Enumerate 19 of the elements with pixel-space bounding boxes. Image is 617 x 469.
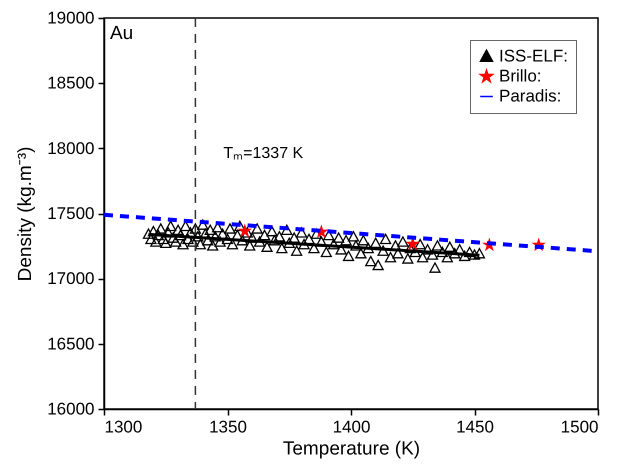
x-tick-label: 1450 [456, 418, 494, 436]
legend-label: Brillo: [499, 66, 542, 86]
y-tick-label: 18000 [47, 138, 94, 158]
y-tick-label: 17500 [47, 204, 94, 223]
y-tick-label: 17000 [47, 269, 94, 288]
x-tick-label: 1400 [332, 418, 370, 436]
y-tick-label: 16000 [47, 400, 94, 418]
y-axis-title: Density (kg.m⁻³) [15, 146, 36, 282]
ref-line-label: Tₘ=1337 K [223, 145, 304, 162]
x-tick-label: 1500 [560, 418, 598, 436]
annotation: Au [110, 23, 134, 44]
y-tick-label: 16500 [47, 334, 94, 354]
x-tick-label: 1300 [104, 418, 142, 436]
y-tick-label: 19000 [47, 8, 94, 28]
x-axis-title: Temperature (K) [282, 438, 420, 460]
legend-label: ISS-ELF: [499, 46, 568, 66]
legend-label: Paradis: [499, 86, 562, 106]
x-tick-label: 1350 [209, 418, 247, 436]
y-tick-label: 18500 [47, 74, 94, 93]
